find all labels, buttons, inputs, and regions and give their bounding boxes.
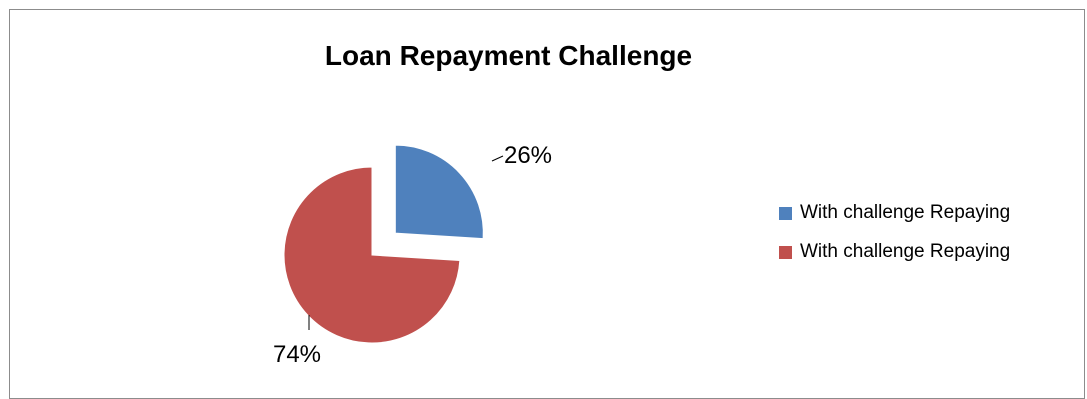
legend-swatch — [779, 206, 792, 220]
data-label: 26% — [504, 142, 552, 169]
pie-slice — [283, 166, 461, 344]
legend: With challenge Repaying With challenge R… — [779, 202, 1010, 280]
data-labels: 26% 74% — [273, 142, 552, 368]
legend-item: With challenge Repaying — [779, 241, 1010, 263]
pie-slice — [394, 144, 484, 240]
chart-frame — [9, 9, 1085, 399]
legend-swatch — [779, 245, 792, 259]
leader-line — [491, 155, 504, 162]
legend-label: With challenge Repaying — [800, 241, 1011, 262]
legend-item: With challenge Repaying — [779, 202, 1010, 224]
legend-label: With challenge Repaying — [800, 202, 1011, 223]
leader-lines — [308, 155, 504, 330]
pie-slices — [283, 144, 484, 344]
chart-title: Loan Repayment Challenge — [324, 40, 693, 71]
data-label: 74% — [273, 341, 321, 368]
